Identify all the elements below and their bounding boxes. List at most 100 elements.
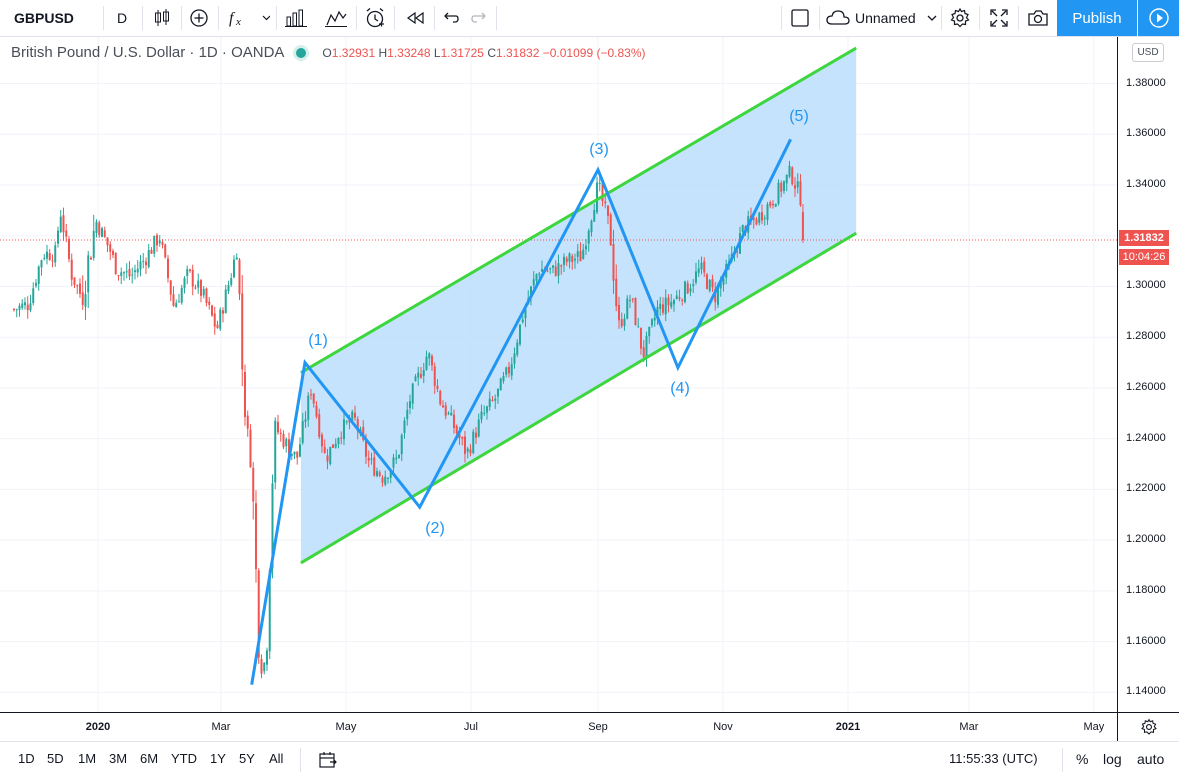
time-tick-label: 2020: [85, 721, 111, 733]
candle-body: [565, 258, 568, 263]
candle-body: [458, 434, 461, 439]
range-6m-button[interactable]: 6M: [140, 751, 159, 766]
candle-body: [109, 244, 112, 252]
range-1m-button[interactable]: 1M: [78, 751, 97, 766]
publish-button[interactable]: Publish: [1057, 0, 1137, 36]
candle-body: [681, 299, 684, 301]
range-3m-button[interactable]: 3M: [109, 751, 128, 766]
bottom-toolbar: 1D 5D 1M 3M 6M YTD 1Y 5Y All 11:55:33 (U…: [0, 741, 1179, 778]
candle-body: [158, 240, 161, 244]
candle-body: [606, 205, 609, 216]
candle-body: [329, 446, 332, 465]
channel-upper-line[interactable]: [300, 46, 857, 374]
replay-icon[interactable]: [402, 0, 428, 36]
symbol-search-button[interactable]: GBPUSD: [14, 10, 74, 26]
candle-body: [499, 378, 502, 391]
camera-snapshot-icon[interactable]: [1024, 0, 1052, 36]
candle-body: [114, 252, 117, 275]
fullscreen-square-icon[interactable]: [788, 0, 812, 36]
toolbar-divider: [496, 6, 497, 30]
close-value: 1.31832: [496, 45, 540, 60]
candle-body: [238, 259, 241, 295]
elliott-wave-line[interactable]: [250, 138, 792, 685]
layout-menu[interactable]: Unnamed: [826, 0, 938, 36]
candle-body: [139, 261, 142, 270]
bar-chart-icon[interactable]: [282, 0, 310, 36]
candle-body: [780, 182, 783, 192]
range-ytd-button[interactable]: YTD: [171, 751, 197, 766]
candle-body: [43, 258, 46, 260]
candle-body: [507, 366, 510, 374]
play-idea-button[interactable]: [1138, 0, 1179, 36]
candle-body: [771, 203, 774, 206]
candle-body: [436, 385, 439, 389]
candle-body: [241, 293, 244, 370]
candle-body: [356, 419, 359, 432]
candle-body: [615, 278, 618, 307]
candlestick-series: [12, 160, 804, 679]
candle-body: [560, 265, 563, 267]
utc-clock[interactable]: 11:55:33 (UTC): [949, 751, 1038, 766]
candle-body: [21, 303, 24, 308]
candle-body: [428, 353, 431, 359]
chart-settings-button[interactable]: [1117, 712, 1179, 741]
candle-body: [309, 394, 312, 396]
interval-button[interactable]: D: [116, 10, 128, 26]
range-1d-button[interactable]: 1D: [18, 751, 35, 766]
candle-body: [689, 288, 692, 292]
time-axis[interactable]: 2020 Mar May Jul Sep Nov 2021 Mar May: [0, 712, 1117, 741]
redo-icon[interactable]: [468, 0, 490, 36]
price-axis[interactable]: USD 1.380001.360001.340001.320001.300001…: [1117, 37, 1179, 712]
candle-body: [296, 451, 299, 458]
financials-icon[interactable]: [322, 0, 350, 36]
candle-body: [741, 224, 744, 232]
candle-body: [268, 570, 271, 652]
range-1y-button[interactable]: 1Y: [210, 751, 226, 766]
low-key: L: [433, 45, 441, 60]
series-title[interactable]: British Pound / U.S. Dollar · 1D · OANDA: [11, 44, 285, 61]
candle-body: [650, 319, 653, 326]
svg-text:f: f: [229, 10, 236, 27]
range-5d-button[interactable]: 5D: [47, 751, 64, 766]
candle-body: [120, 272, 123, 276]
add-compare-icon[interactable]: [186, 0, 212, 36]
candle-body: [389, 469, 392, 478]
alert-clock-icon[interactable]: [362, 0, 388, 36]
price-chart[interactable]: (1) (2) (3) (4) (5): [0, 37, 1117, 712]
range-5y-button[interactable]: 5Y: [239, 751, 255, 766]
toolbar-divider: [434, 6, 435, 30]
candle-body: [752, 217, 755, 220]
settings-gear-icon[interactable]: [946, 0, 974, 36]
candle-body: [675, 295, 678, 299]
candle-body: [659, 303, 662, 309]
wave-label-3: (3): [589, 141, 609, 158]
channel-lower-line[interactable]: [300, 231, 857, 565]
range-all-button[interactable]: All: [269, 751, 284, 766]
auto-scale-toggle[interactable]: auto: [1137, 751, 1165, 767]
goto-date-icon[interactable]: [318, 750, 338, 775]
candle-body: [403, 420, 406, 434]
candle-body: [518, 324, 521, 345]
candle-body: [670, 301, 673, 307]
candle-body: [584, 245, 587, 250]
candle-body: [623, 318, 626, 326]
candle-body: [469, 449, 472, 454]
chart-pane[interactable]: (1) (2) (3) (4) (5): [0, 37, 1117, 712]
currency-label[interactable]: USD: [1132, 43, 1164, 62]
undo-icon[interactable]: [440, 0, 462, 36]
candle-body: [136, 268, 139, 273]
candle-body: [315, 405, 318, 417]
fullscreen-expand-icon[interactable]: [986, 0, 1012, 36]
candles-icon[interactable]: [148, 0, 176, 36]
candle-body: [84, 294, 87, 307]
candle-body: [653, 317, 656, 321]
candle-body: [645, 335, 648, 359]
log-scale-toggle[interactable]: log: [1103, 751, 1122, 767]
candle-body: [381, 477, 384, 483]
candle-body: [716, 286, 719, 305]
candle-body: [554, 266, 557, 276]
percent-scale-toggle[interactable]: %: [1076, 751, 1089, 767]
candle-body: [461, 437, 464, 439]
